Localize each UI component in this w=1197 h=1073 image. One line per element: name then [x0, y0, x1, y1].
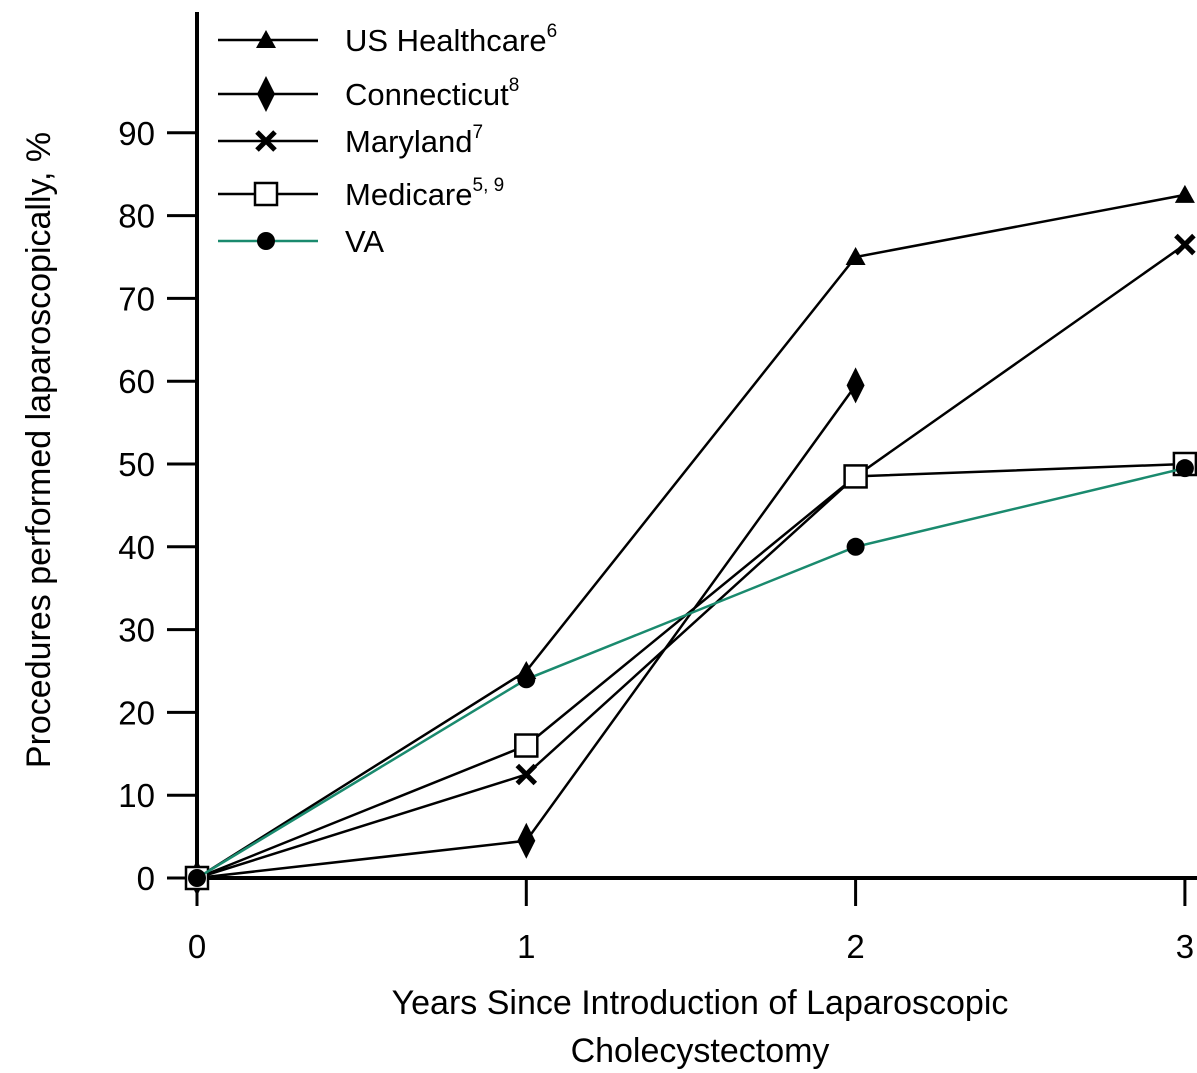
data-point-filled-circle: [1175, 459, 1194, 478]
data-point-filled-circle: [517, 670, 536, 689]
legend-superscript: 6: [547, 21, 558, 42]
legend-marker-diamond: [257, 76, 275, 112]
x-axis-ticks: 0 1 2 3: [188, 878, 1194, 965]
y-tick-label: 80: [118, 198, 155, 235]
axes: [195, 12, 1197, 880]
legend-marker-x: [255, 130, 277, 152]
legend-label: Maryland7: [345, 122, 483, 159]
legend-marker-filled-circle: [257, 232, 275, 250]
y-tick-label: 0: [137, 860, 155, 897]
series-line: [196, 462, 1185, 880]
series-medicare: [184, 451, 1197, 891]
y-tick-label: 50: [118, 446, 155, 483]
y-tick-label: 40: [118, 529, 155, 566]
y-tick-label: 60: [118, 363, 155, 400]
x-tick-label: 2: [846, 928, 864, 965]
legend-superscript: 5, 9: [473, 175, 505, 196]
legend-item: Maryland7: [218, 122, 483, 159]
legend-label: Medicare5, 9: [345, 175, 504, 212]
series-line: [196, 466, 1186, 880]
series-us-healthcare: [187, 184, 1195, 886]
legend-label: Connecticut8: [345, 75, 519, 112]
data-point-diamond: [846, 367, 865, 404]
y-tick-label: 20: [118, 694, 155, 731]
y-tick-label: 70: [118, 280, 155, 317]
y-tick-label: 30: [118, 612, 155, 649]
legend-marker-open-square: [253, 181, 279, 207]
data-point-x: [515, 763, 538, 786]
data-point-filled-circle: [846, 537, 865, 556]
x-tick-label: 0: [188, 928, 206, 965]
legend-label: US Healthcare6: [345, 21, 557, 58]
y-tick-label: 90: [118, 115, 155, 152]
x-axis-title-line-1: Years Since Introduction of Laparoscopic: [392, 984, 1009, 1022]
legend-label: VA: [345, 224, 384, 259]
data-point-triangle: [1174, 184, 1195, 203]
series-layer: [184, 184, 1197, 896]
series-line: [196, 243, 1186, 880]
x-tick-label: 3: [1176, 928, 1194, 965]
data-point-open-square: [843, 464, 868, 489]
data-point-triangle: [845, 247, 866, 265]
legend-item: VA: [218, 224, 384, 259]
legend-superscript: 7: [473, 122, 484, 143]
series-va: [188, 459, 1194, 887]
series-line: [196, 384, 857, 880]
legend-superscript: 8: [509, 75, 520, 96]
x-axis-title-line-2: Cholecystectomy: [571, 1032, 830, 1070]
legend-item: US Healthcare6: [218, 21, 557, 58]
x-tick-label: 1: [517, 928, 535, 965]
data-point-filled-circle: [188, 869, 206, 887]
y-axis-title: Procedures performed laparoscopically, %: [20, 132, 58, 768]
legend-item: Medicare5, 9: [218, 175, 504, 212]
legend: US Healthcare6 Connecticut8 Maryland7 Medic…: [218, 21, 557, 259]
series-line: [196, 193, 1186, 880]
series-connecticut: [188, 367, 865, 896]
y-tick-label: 10: [118, 777, 155, 814]
data-point-x: [1174, 233, 1196, 256]
legend-item: Connecticut8: [218, 75, 519, 112]
y-axis-ticks: 0 10 20 30 40 50 60 70 80 90: [118, 115, 197, 897]
data-point-diamond: [517, 822, 536, 859]
legend-marker-triangle: [256, 30, 276, 48]
data-point-open-square: [514, 733, 539, 758]
